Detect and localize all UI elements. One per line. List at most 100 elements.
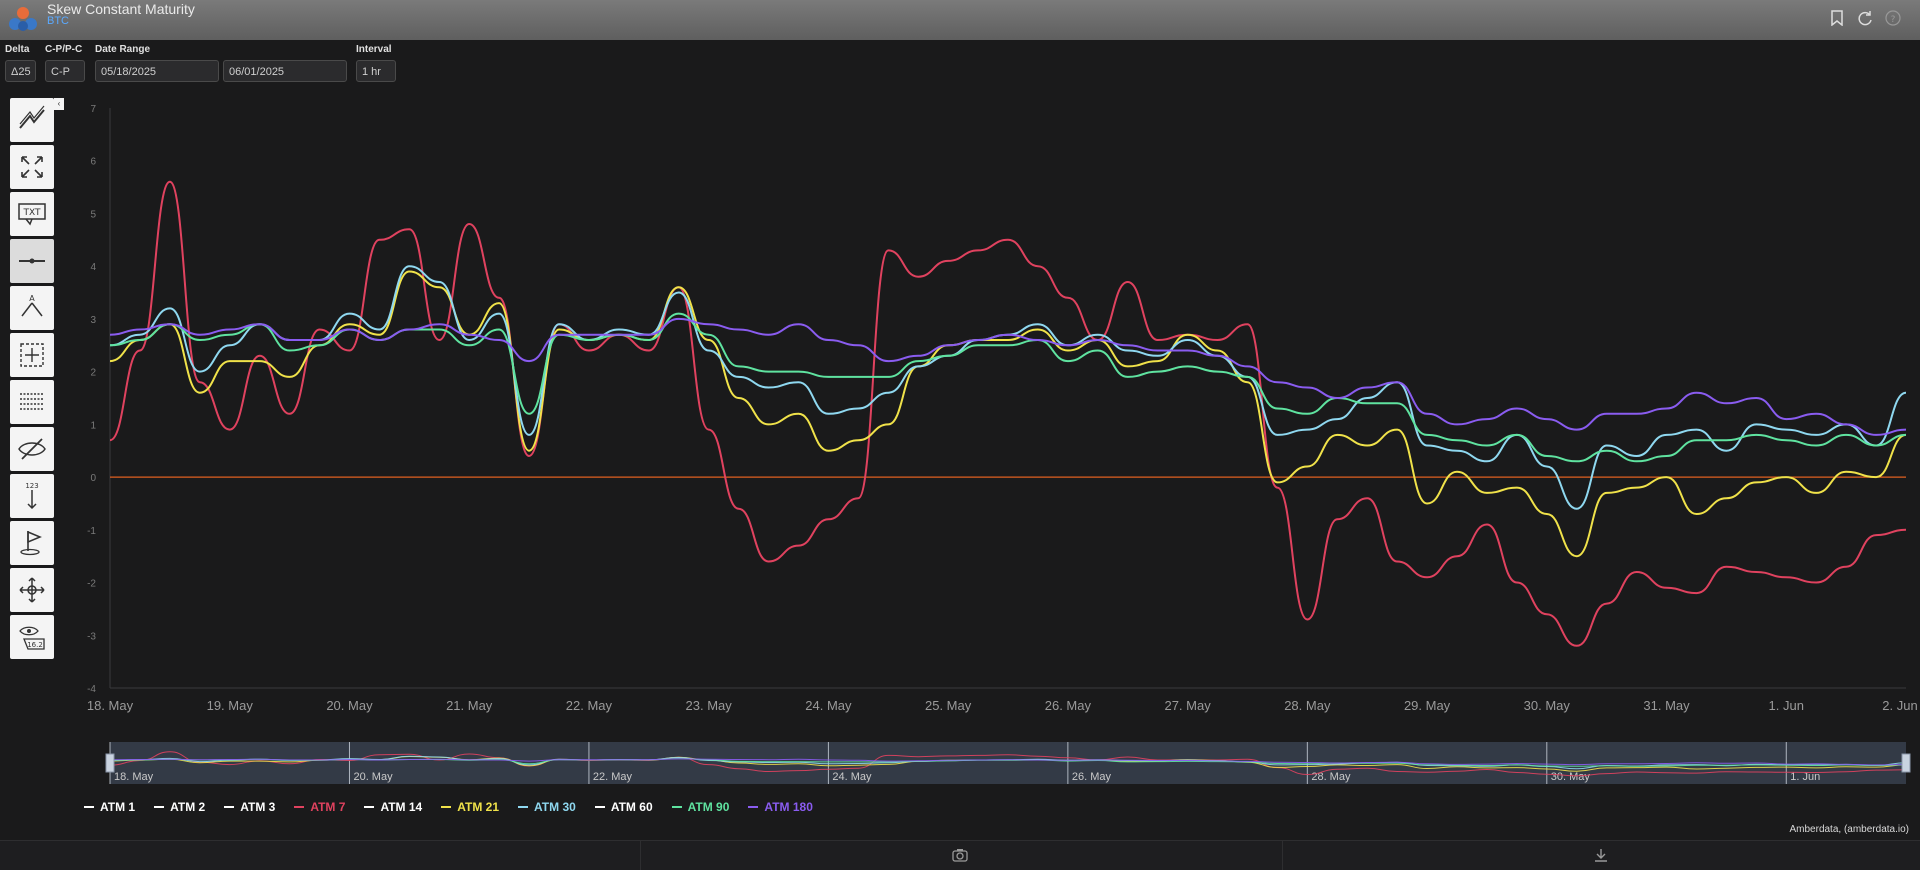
divider <box>1282 841 1283 870</box>
y-tick-label: 5 <box>90 209 96 220</box>
cp-label: C-P/P-C <box>45 44 83 55</box>
end-date-input[interactable]: 06/01/2025 <box>223 60 347 82</box>
chart-credit: Amberdata, (amberdata.io) <box>1789 824 1909 835</box>
delta-select[interactable]: Δ25 <box>5 60 36 82</box>
horizontal-line-tool-icon <box>19 258 45 264</box>
legend-label: ATM 60 <box>610 800 653 814</box>
hide-tool-icon <box>18 438 46 460</box>
legend-label: ATM 21 <box>457 800 500 814</box>
legend-swatch <box>364 806 375 808</box>
x-tick-label: 26. May <box>1045 698 1092 713</box>
svg-text:?: ? <box>1891 15 1896 25</box>
start-date-input[interactable]: 05/18/2025 <box>95 60 219 82</box>
x-tick-label: 25. May <box>925 698 972 713</box>
series-line-atm-21[interactable] <box>109 270 1907 558</box>
flag-tool[interactable] <box>10 521 54 565</box>
legend-item-atm-7[interactable]: ATM 7 <box>294 800 345 814</box>
legend-item-atm-14[interactable]: ATM 14 <box>364 800 422 814</box>
date-range-label: Date Range <box>95 44 151 55</box>
trend-line-tool-icon <box>19 105 45 129</box>
navigator-tick-label: 26. May <box>1072 771 1112 783</box>
app-title: Skew Constant Maturity <box>47 1 195 17</box>
x-tick-label: 22. May <box>566 698 613 713</box>
text-annotation-tool-icon: TXT <box>18 203 46 226</box>
series-line-atm-180[interactable] <box>109 317 1907 436</box>
toolbar-collapse-button[interactable]: ‹ <box>54 98 64 110</box>
legend-item-atm-180[interactable]: ATM 180 <box>748 800 813 814</box>
info-icon[interactable]: ? <box>1884 9 1902 27</box>
horizontal-line-tool[interactable] <box>10 239 54 283</box>
legend-item-atm-3[interactable]: ATM 3 <box>224 800 275 814</box>
cp-select[interactable]: C-P <box>45 60 85 82</box>
drawing-toolbar: TXT A 123 16.2 <box>10 98 54 662</box>
interval-control: Interval 1 hr <box>356 44 396 82</box>
y-tick-label: 3 <box>90 315 96 326</box>
vertical-measure-tool[interactable]: 123 <box>10 474 54 518</box>
navigator-series-atm-180 <box>109 758 1907 766</box>
navigator-right-handle[interactable] <box>1901 753 1911 773</box>
legend-swatch <box>748 806 759 808</box>
legend-label: ATM 1 <box>100 800 136 814</box>
navigator-tick-label: 24. May <box>832 771 872 783</box>
legend-item-atm-21[interactable]: ATM 21 <box>441 800 499 814</box>
x-tick-label: 27. May <box>1164 698 1211 713</box>
refresh-icon[interactable] <box>1856 9 1874 27</box>
navigator-tick-label: 18. May <box>114 771 154 783</box>
expand-tool-icon <box>21 156 43 178</box>
cp-control: C-P/P-C C-P <box>45 44 85 82</box>
bookmark-icon[interactable] <box>1828 9 1846 27</box>
legend-item-atm-30[interactable]: ATM 30 <box>518 800 576 814</box>
navigator-window[interactable] <box>110 742 1906 784</box>
legend-item-atm-90[interactable]: ATM 90 <box>671 800 729 814</box>
legend-label: ATM 14 <box>380 800 423 814</box>
value-eye-tool[interactable]: 16.2 <box>10 615 54 659</box>
legend-item-atm-60[interactable]: ATM 60 <box>594 800 653 814</box>
delta-label: Delta <box>5 44 30 55</box>
pan-tool-icon <box>19 577 45 603</box>
text-annotation-tool[interactable]: TXT <box>10 192 54 236</box>
navigator-left-handle[interactable] <box>105 753 115 773</box>
measure-tool[interactable]: A <box>10 286 54 330</box>
legend-swatch <box>671 806 682 808</box>
series-line-atm-30[interactable] <box>109 265 1907 510</box>
x-tick-label: 20. May <box>326 698 373 713</box>
legend-swatch <box>594 806 605 808</box>
legend-label: ATM 30 <box>534 800 576 814</box>
hide-tool[interactable] <box>10 427 54 471</box>
legend-item-atm-2[interactable]: ATM 2 <box>154 800 205 814</box>
chart-legend: ATM 1 ATM 2 ATM 3 ATM 7 ATM 14 ATM 21 ATM 30 AT… <box>84 800 813 814</box>
x-tick-label: 19. May <box>207 698 254 713</box>
expand-tool[interactable] <box>10 145 54 189</box>
value-eye-label: 16.2 <box>27 641 43 649</box>
measure-tool-label: A <box>29 294 35 303</box>
interval-label: Interval <box>356 44 392 55</box>
navigator-tick-label: 22. May <box>593 771 633 783</box>
navigator-series-atm-7 <box>109 751 1907 777</box>
grid-tool[interactable] <box>10 380 54 424</box>
y-tick-label: -4 <box>87 684 96 695</box>
y-tick-label: 6 <box>90 157 96 168</box>
value-eye-tool-icon: 16.2 <box>19 626 45 650</box>
x-tick-label: 30. May <box>1524 698 1571 713</box>
download-icon[interactable] <box>1592 847 1610 865</box>
legend-item-atm-1[interactable]: ATM 1 <box>84 800 135 814</box>
crosshair-zoom-tool[interactable] <box>10 333 54 377</box>
controls-bar: Delta Δ25 C-P/P-C C-P Date Range 05/18/2… <box>0 44 600 86</box>
trend-line-tool[interactable] <box>10 98 54 142</box>
y-tick-label: -1 <box>87 526 96 537</box>
crosshair-zoom-tool-icon <box>20 343 44 367</box>
camera-icon[interactable] <box>951 847 969 865</box>
y-tick-label: 0 <box>90 473 96 484</box>
delta-control: Delta Δ25 <box>5 44 36 82</box>
y-tick-label: 2 <box>90 368 96 379</box>
series-line-atm-7[interactable] <box>109 180 1907 647</box>
y-tick-label: -3 <box>87 631 96 642</box>
series-line-atm-90[interactable] <box>109 312 1907 463</box>
navigator-tick-label: 30. May <box>1551 771 1591 783</box>
interval-select[interactable]: 1 hr <box>356 60 396 82</box>
app-header: Skew Constant Maturity BTC ? <box>0 0 1920 40</box>
navigator-tick-label: 28. May <box>1311 771 1351 783</box>
pan-tool[interactable] <box>10 568 54 612</box>
grid-tool-icon <box>20 393 44 410</box>
